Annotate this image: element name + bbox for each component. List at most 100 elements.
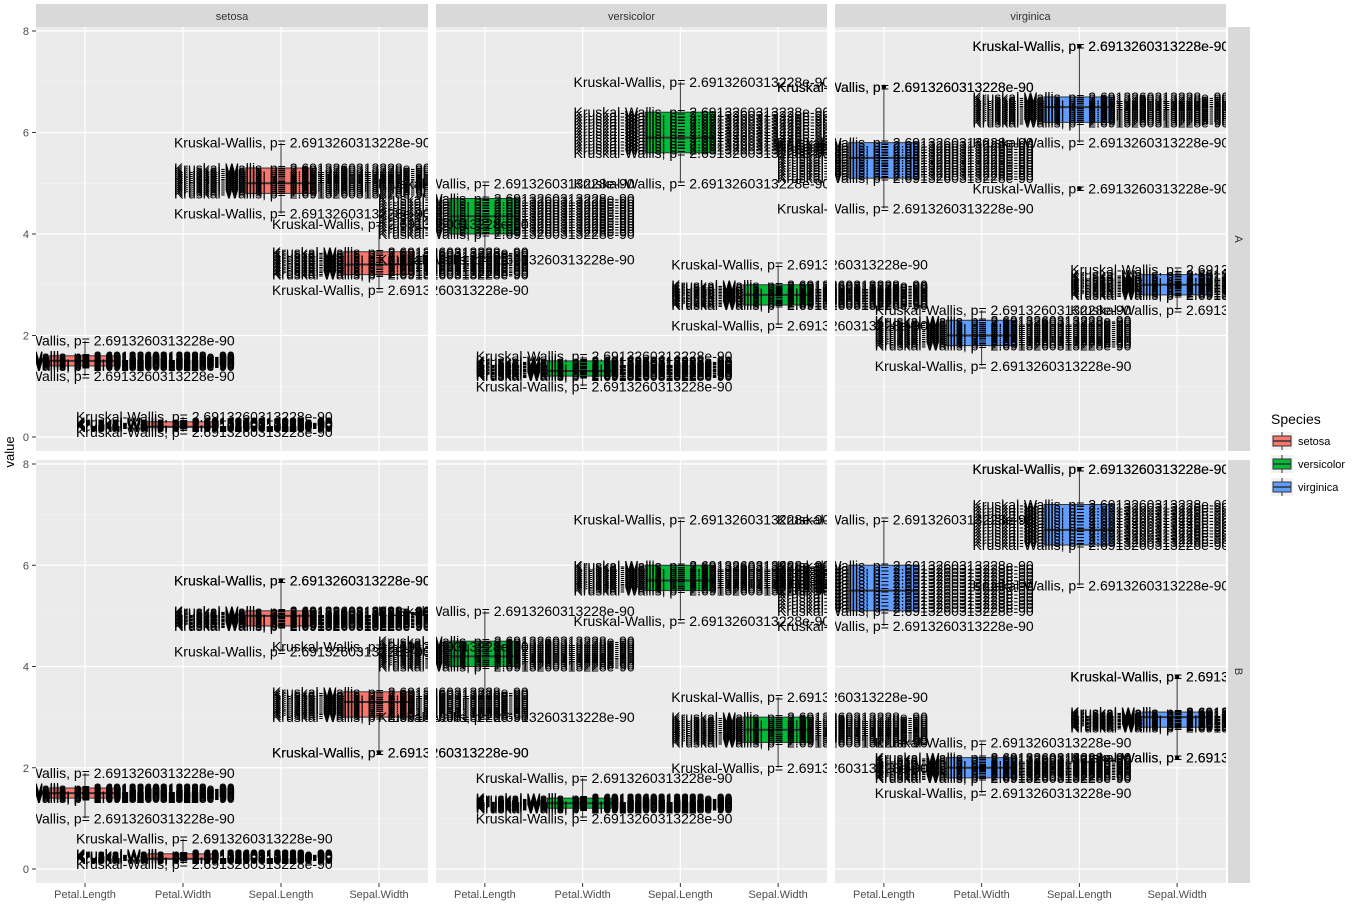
kruskal-wallis-label: Kruskal-Wallis, p= 2.6913260313228e-90 [378, 659, 635, 675]
kruskal-wallis-label: Kruskal-Wallis, p= 2.6913260313228e-90 [174, 610, 431, 626]
facet-strip-setosa [36, 4, 428, 27]
legend-title: Species [1271, 411, 1321, 427]
kruskal-wallis-label: Kruskal-Wallis, p= 2.6913260313228e-90 [777, 162, 1034, 178]
kruskal-wallis-label: Kruskal-Wallis, p= 2.6913260313228e-90 [973, 500, 1230, 516]
kruskal-wallis-label: Kruskal-Wallis, p= 2.6913260313228e-90 [777, 596, 1034, 612]
kruskal-wallis-label: Kruskal-Wallis, p= 2.6913260313228e-90 [574, 132, 831, 148]
kruskal-wallis-label: Kruskal-Wallis, p= 2.6913260313228e-90 [777, 170, 1034, 186]
kruskal-wallis-label: Kruskal-Wallis, p= 2.6913260313228e-90 [174, 604, 431, 620]
facet-panel [36, 460, 428, 883]
kruskal-wallis-label: Kruskal-Wallis, p= 2.6913260313228e-90 [875, 312, 1132, 328]
kruskal-wallis-label: Kruskal-Wallis, p= 2.6913260313228e-90 [0, 350, 235, 366]
y-tick-label: 0 [23, 864, 29, 876]
kruskal-wallis-label: Kruskal-Wallis, p= 2.6913260313228e-90 [777, 146, 1034, 162]
kruskal-wallis-label: Kruskal-Wallis, p= 2.6913260313228e-90 [875, 761, 1132, 777]
kruskal-wallis-label: Kruskal-Wallis, p= 2.6913260313228e-90 [76, 417, 333, 433]
kruskal-wallis-label: Kruskal-Wallis, p= 2.6913260313228e-90 [973, 528, 1230, 544]
kruskal-wallis-label: Kruskal-Wallis, p= 2.6913260313228e-90 [1070, 267, 1327, 283]
kruskal-wallis-label: Kruskal-Wallis, p= 2.6913260313228e-90 [378, 657, 635, 673]
kruskal-wallis-label: Kruskal-Wallis, p= 2.6913260313228e-90 [574, 135, 831, 151]
kruskal-wallis-label: Kruskal-Wallis, p= 2.6913260313228e-90 [671, 297, 928, 313]
kruskal-wallis-label: Kruskal-Wallis, p= 2.6913260313228e-90 [272, 692, 529, 708]
kruskal-wallis-label: Kruskal-Wallis, p= 2.6913260313228e-90 [973, 512, 1230, 528]
kruskal-wallis-label: Kruskal-Wallis, p= 2.6913260313228e-90 [973, 509, 1230, 525]
kruskal-wallis-label: Kruskal-Wallis, p= 2.6913260313228e-90 [574, 139, 831, 155]
box [343, 251, 415, 276]
kruskal-wallis-label: Kruskal-Wallis, p= 2.6913260313228e-90 [875, 757, 1132, 773]
kruskal-wallis-label: Kruskal-Wallis, p= 2.6913260313228e-90 [574, 583, 831, 599]
kruskal-wallis-label: Kruskal-Wallis, p= 2.6913260313228e-90 [76, 416, 333, 432]
kruskal-wallis-label: Kruskal-Wallis, p= 2.6913260313228e-90 [476, 358, 733, 374]
kruskal-wallis-label: Kruskal-Wallis, p= 2.6913260313228e-90 [476, 810, 733, 826]
kruskal-wallis-label: Kruskal-Wallis, p= 2.6913260313228e-90 [378, 196, 635, 212]
kruskal-wallis-label: Kruskal-Wallis, p= 2.6913260313228e-90 [272, 254, 529, 270]
kruskal-wallis-label: Kruskal-Wallis, p= 2.6913260313228e-90 [0, 780, 235, 796]
kruskal-wallis-label: Kruskal-Wallis, p= 2.6913260313228e-90 [973, 97, 1230, 113]
kruskal-wallis-label: Kruskal-Wallis, p= 2.6913260313228e-90 [875, 324, 1132, 340]
kruskal-wallis-label: Kruskal-Wallis, p= 2.6913260313228e-90 [777, 201, 1034, 217]
kruskal-wallis-label: Kruskal-Wallis, p= 2.6913260313228e-90 [272, 707, 529, 723]
kruskal-wallis-label: Kruskal-Wallis, p= 2.6913260313228e-90 [574, 579, 831, 595]
kruskal-wallis-label: Kruskal-Wallis, p= 2.6913260313228e-90 [76, 415, 333, 431]
kruskal-wallis-label: Kruskal-Wallis, p= 2.6913260313228e-90 [973, 521, 1230, 537]
kruskal-wallis-label: Kruskal-Wallis, p= 2.6913260313228e-90 [272, 745, 529, 761]
kruskal-wallis-label: Kruskal-Wallis, p= 2.6913260313228e-90 [0, 352, 235, 368]
kruskal-wallis-label: Kruskal-Wallis, p= 2.6913260313228e-90 [973, 506, 1230, 522]
kruskal-wallis-label: Kruskal-Wallis, p= 2.6913260313228e-90 [1070, 710, 1327, 726]
kruskal-wallis-label: Kruskal-Wallis, p= 2.6913260313228e-90 [574, 110, 831, 126]
kruskal-wallis-label: Kruskal-Wallis, p= 2.6913260313228e-90 [1070, 281, 1327, 297]
kruskal-wallis-label: Kruskal-Wallis, p= 2.6913260313228e-90 [174, 643, 431, 659]
x-tick-label: Petal.Width [155, 889, 211, 901]
kruskal-wallis-label: Kruskal-Wallis, p= 2.6913260313228e-90 [1070, 716, 1327, 732]
box [644, 111, 717, 154]
kruskal-wallis-label: Kruskal-Wallis, p= 2.6913260313228e-90 [1070, 706, 1327, 722]
kruskal-wallis-label: Kruskal-Wallis, p= 2.6913260313228e-90 [1070, 713, 1327, 729]
y-tick-label: 4 [23, 662, 29, 674]
kruskal-wallis-label: Kruskal-Wallis, p= 2.6913260313228e-90 [777, 159, 1034, 175]
outlier-point [1077, 44, 1082, 49]
kruskal-wallis-label: Kruskal-Wallis, p= 2.6913260313228e-90 [378, 218, 635, 234]
kruskal-wallis-label: Kruskal-Wallis, p= 2.6913260313228e-90 [671, 731, 928, 747]
kruskal-wallis-label: Kruskal-Wallis, p= 2.6913260313228e-90 [272, 261, 529, 277]
kruskal-wallis-label: Kruskal-Wallis, p= 2.6913260313228e-90 [476, 800, 733, 816]
boxplot-Petal.Width [147, 416, 219, 432]
x-tick-label: Sepal.Length [249, 889, 314, 901]
kruskal-wallis-label: Kruskal-Wallis, p= 2.6913260313228e-90 [973, 537, 1230, 553]
kruskal-wallis-label: Kruskal-Wallis, p= 2.6913260313228e-90 [0, 790, 235, 806]
kruskal-wallis-label: Kruskal-Wallis, p= 2.6913260313228e-90 [0, 782, 235, 798]
boxplot-Sepal.Length [245, 142, 317, 214]
legend-label: virginica [1298, 482, 1339, 494]
kruskal-wallis-label: Kruskal-Wallis, p= 2.6913260313228e-90 [1070, 711, 1327, 727]
panels-layer: setosa versicolor virginica A B 0 2 4 6 8 0 2 4 6 8 Pet… [23, 4, 1250, 901]
kruskal-wallis-label: Kruskal-Wallis, p= 2.6913260313228e-90 [76, 846, 333, 862]
kruskal-wallis-label: Kruskal-Wallis, p= 2.6913260313228e-90 [0, 789, 235, 805]
kruskal-wallis-label: Kruskal-Wallis, p= 2.6913260313228e-90 [1070, 717, 1327, 733]
kruskal-wallis-label: Kruskal-Wallis, p= 2.6913260313228e-90 [174, 170, 431, 186]
x-tick-label: Sepal.Length [648, 889, 713, 901]
kruskal-wallis-label: Kruskal-Wallis, p= 2.6913260313228e-90 [476, 367, 733, 383]
kruskal-wallis-label: Kruskal-Wallis, p= 2.6913260313228e-90 [777, 592, 1034, 608]
kruskal-wallis-label: Kruskal-Wallis, p= 2.6913260313228e-90 [76, 848, 333, 864]
kruskal-wallis-label: Kruskal-Wallis, p= 2.6913260313228e-90 [378, 647, 635, 663]
kruskal-wallis-label: Kruskal-Wallis, p= 2.6913260313228e-90 [174, 160, 431, 176]
kruskal-wallis-label: Kruskal-Wallis, p= 2.6913260313228e-90 [574, 567, 831, 583]
kruskal-wallis-label: Kruskal-Wallis, p= 2.6913260313228e-90 [1070, 270, 1327, 286]
kruskal-wallis-label: Kruskal-Wallis, p= 2.6913260313228e-90 [973, 103, 1230, 119]
kruskal-wallis-label: Kruskal-Wallis, p= 2.6913260313228e-90 [174, 616, 431, 632]
kruskal-wallis-label: Kruskal-Wallis, p= 2.6913260313228e-90 [174, 572, 431, 588]
kruskal-wallis-label: Kruskal-Wallis, p= 2.6913260313228e-90 [574, 577, 831, 593]
kruskal-wallis-label: Kruskal-Wallis, p= 2.6913260313228e-90 [378, 603, 635, 619]
box [848, 142, 920, 179]
kruskal-wallis-label: Kruskal-Wallis, p= 2.6913260313228e-90 [476, 799, 733, 815]
kruskal-wallis-label: Kruskal-Wallis, p= 2.6913260313228e-90 [76, 416, 333, 432]
kruskal-wallis-label: Kruskal-Wallis, p= 2.6913260313228e-90 [574, 126, 831, 142]
kruskal-wallis-label: Kruskal-Wallis, p= 2.6913260313228e-90 [272, 263, 529, 279]
kruskal-wallis-label: Kruskal-Wallis, p= 2.6913260313228e-90 [973, 95, 1230, 111]
kruskal-wallis-label: Kruskal-Wallis, p= 2.6913260313228e-90 [574, 129, 831, 145]
kruskal-wallis-label: Kruskal-Wallis, p= 2.6913260313228e-90 [574, 74, 831, 90]
kruskal-wallis-label: Kruskal-Wallis, p= 2.6913260313228e-90 [0, 358, 235, 374]
kruskal-wallis-label: Kruskal-Wallis, p= 2.6913260313228e-90 [76, 414, 333, 430]
kruskal-wallis-label: Kruskal-Wallis, p= 2.6913260313228e-90 [875, 768, 1132, 784]
kruskal-wallis-label: Kruskal-Wallis, p= 2.6913260313228e-90 [174, 178, 431, 194]
kruskal-wallis-label: Kruskal-Wallis, p= 2.6913260313228e-90 [76, 415, 333, 431]
